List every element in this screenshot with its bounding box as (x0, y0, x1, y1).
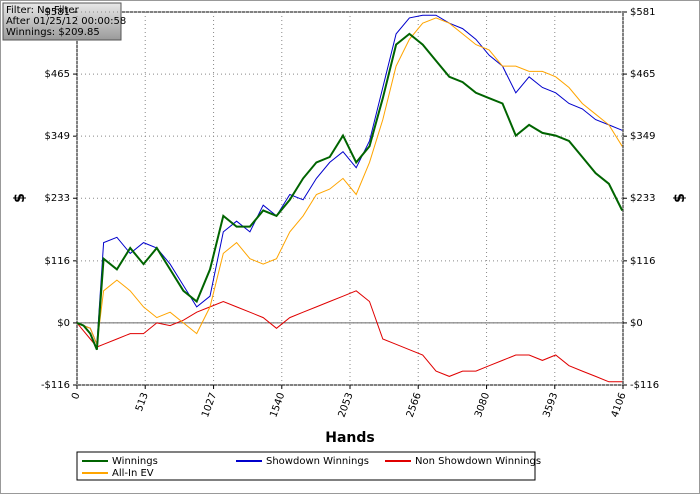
y-tick-label: $465 (45, 69, 70, 80)
info-text: Winnings: $209.85 (6, 27, 100, 38)
legend-label: Winnings (112, 456, 158, 467)
legend (76, 451, 536, 481)
series-line (76, 290, 623, 383)
info-text: After 01/25/12 00:00:58 (6, 16, 126, 27)
y-tick-label: -$116 (41, 380, 70, 391)
series-line (76, 14, 623, 345)
y2-tick-label: $349 (630, 131, 655, 142)
y2-tick-label: $465 (630, 69, 655, 80)
legend-label: All-In EV (112, 468, 154, 479)
y-tick-label: $116 (45, 256, 70, 267)
legend-label: Showdown Winnings (266, 456, 369, 467)
y-tick-label: $349 (45, 131, 70, 142)
y2-axis-label: $ (672, 193, 688, 203)
x-axis-label: Hands (325, 430, 375, 446)
info-text: Filter: No Filter (6, 5, 80, 16)
y-axis-label: $ (12, 193, 28, 203)
y-tick-label: $0 (57, 318, 70, 329)
y2-tick-label: $581 (630, 7, 655, 18)
y-tick-label: $233 (45, 193, 70, 204)
legend-label: Non Showdown Winnings (415, 456, 541, 467)
series-line (76, 32, 624, 351)
info-box (2, 2, 122, 41)
y2-tick-label: $116 (630, 256, 655, 267)
x-tick-label: 0 (70, 391, 83, 401)
y-tick-label: $581 (45, 7, 70, 18)
y2-tick-label: -$116 (630, 380, 659, 391)
y2-tick-label: $233 (630, 193, 655, 204)
series-line (76, 17, 623, 347)
y2-tick-label: $0 (630, 318, 643, 329)
